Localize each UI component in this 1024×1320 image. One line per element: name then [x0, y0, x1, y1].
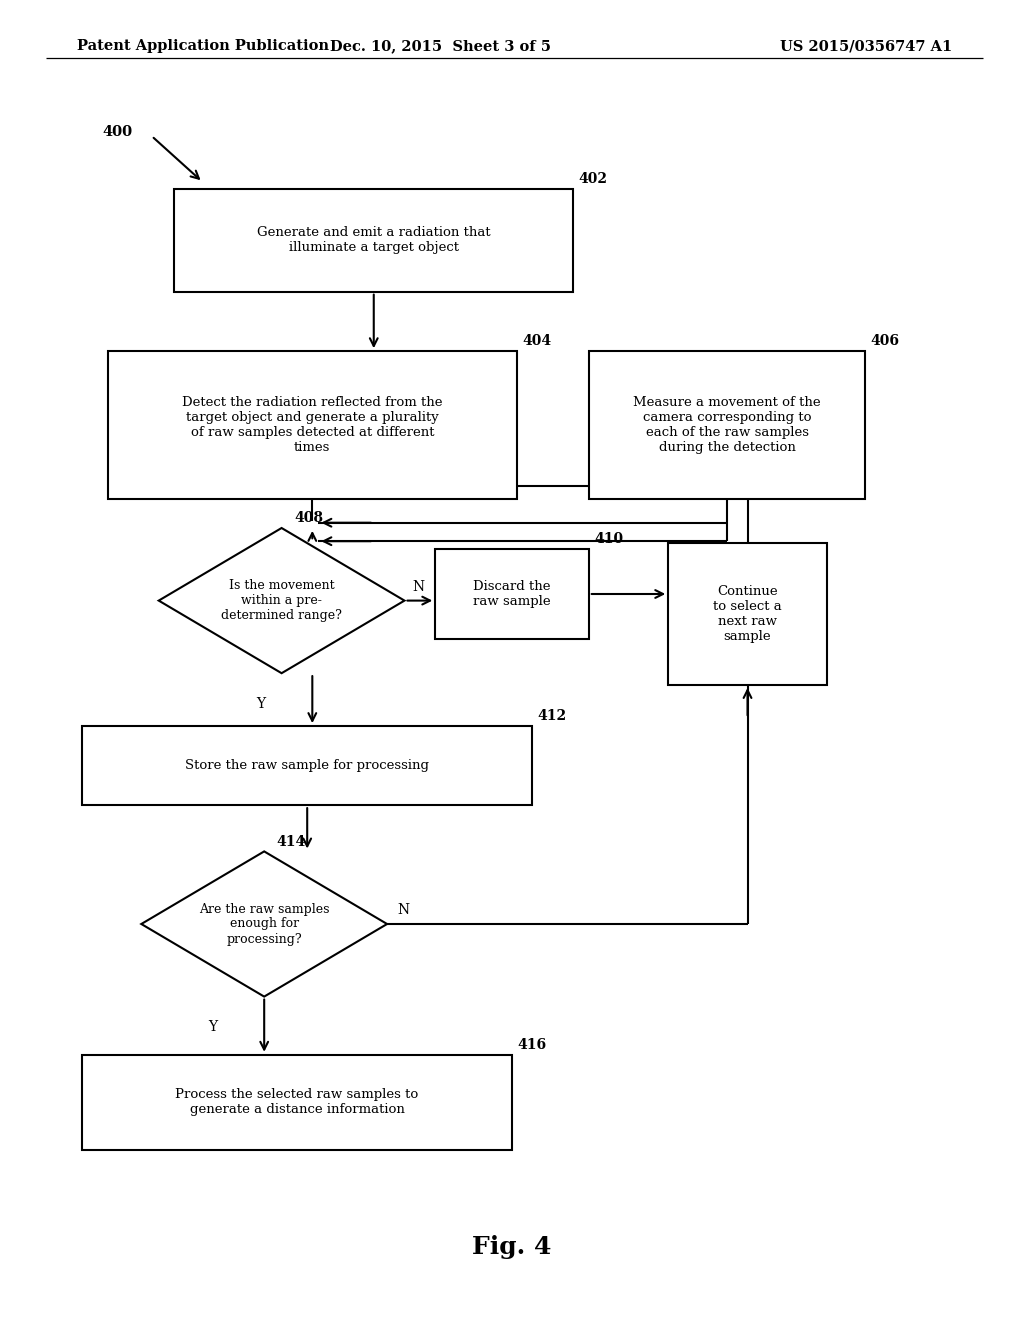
Text: Are the raw samples
enough for
processing?: Are the raw samples enough for processin…: [199, 903, 330, 945]
Text: 410: 410: [594, 532, 623, 546]
Text: Continue
to select a
next raw
sample: Continue to select a next raw sample: [713, 585, 782, 643]
Text: US 2015/0356747 A1: US 2015/0356747 A1: [780, 40, 952, 53]
Polygon shape: [141, 851, 387, 997]
Text: Generate and emit a radiation that
illuminate a target object: Generate and emit a radiation that illum…: [257, 226, 490, 255]
Text: 412: 412: [538, 709, 566, 723]
FancyBboxPatch shape: [108, 351, 517, 499]
FancyBboxPatch shape: [82, 726, 532, 805]
Text: Store the raw sample for processing: Store the raw sample for processing: [185, 759, 429, 772]
Text: Patent Application Publication: Patent Application Publication: [77, 40, 329, 53]
Text: 414: 414: [276, 834, 306, 849]
FancyBboxPatch shape: [668, 543, 827, 685]
Text: 406: 406: [870, 334, 899, 348]
Text: Detect the radiation reflected from the
target object and generate a plurality
o: Detect the radiation reflected from the …: [182, 396, 442, 454]
Text: Dec. 10, 2015  Sheet 3 of 5: Dec. 10, 2015 Sheet 3 of 5: [330, 40, 551, 53]
Text: Process the selected raw samples to
generate a distance information: Process the selected raw samples to gene…: [175, 1088, 419, 1117]
FancyBboxPatch shape: [82, 1055, 512, 1150]
Text: Discard the
raw sample: Discard the raw sample: [473, 579, 551, 609]
Text: Fig. 4: Fig. 4: [472, 1236, 552, 1259]
Text: 402: 402: [579, 172, 607, 186]
Text: 416: 416: [517, 1038, 546, 1052]
Text: Y: Y: [208, 1020, 217, 1035]
Text: Y: Y: [256, 697, 265, 711]
Polygon shape: [159, 528, 404, 673]
Text: Is the movement
within a pre-
determined range?: Is the movement within a pre- determined…: [221, 579, 342, 622]
Text: N: N: [397, 903, 410, 917]
Text: 404: 404: [522, 334, 551, 348]
Text: 408: 408: [294, 511, 323, 525]
FancyBboxPatch shape: [174, 189, 573, 292]
Text: N: N: [413, 579, 425, 594]
FancyBboxPatch shape: [435, 549, 589, 639]
Text: Measure a movement of the
camera corresponding to
each of the raw samples
during: Measure a movement of the camera corresp…: [633, 396, 821, 454]
FancyBboxPatch shape: [589, 351, 865, 499]
Text: 400: 400: [102, 125, 132, 139]
